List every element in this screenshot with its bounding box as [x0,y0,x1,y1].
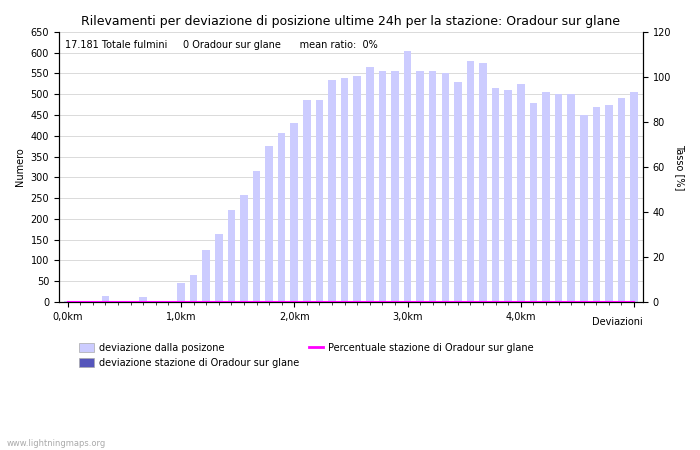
Bar [605,105,612,302]
Bar [354,76,361,302]
Bar [102,296,109,302]
Bar [215,234,223,302]
Bar [530,103,537,302]
Bar [202,250,210,302]
Bar [555,94,562,302]
Bar [568,94,575,302]
Bar [467,61,474,302]
Bar [278,133,286,302]
Bar [240,195,248,302]
Bar [454,82,462,302]
Bar [517,84,524,302]
Bar [617,99,625,302]
Y-axis label: Numero: Numero [15,148,25,186]
Bar [190,275,197,302]
Bar [316,100,323,302]
Bar [480,63,486,302]
Bar [630,92,638,302]
Text: www.lightningmaps.org: www.lightningmaps.org [7,439,106,448]
Bar [328,80,336,302]
Bar [379,72,386,302]
Bar [114,301,122,302]
Title: Rilevamenti per deviazione di posizione ultime 24h per la stazione: Oradour sur : Rilevamenti per deviazione di posizione … [81,15,620,28]
Bar [265,146,273,302]
Bar [290,123,298,302]
Bar [416,72,424,302]
Bar [177,283,185,302]
Legend: deviazione dalla posizone, deviazione stazione di Oradour sur glane, Percentuale: deviazione dalla posizone, deviazione st… [76,339,538,372]
Bar [341,78,349,302]
Text: 17.181 Totale fulmini     0 Oradour sur glane      mean ratio:  0%: 17.181 Totale fulmini 0 Oradour sur glan… [64,40,377,50]
Y-axis label: Tasso [%]: Tasso [%] [675,144,685,190]
Bar [164,301,172,302]
Bar [580,115,587,302]
Text: Deviazioni: Deviazioni [592,317,643,327]
Bar [442,73,449,302]
Bar [253,171,260,302]
Bar [592,107,600,302]
Bar [303,100,311,302]
Bar [542,92,550,302]
Bar [139,297,147,302]
Bar [404,51,412,302]
Bar [492,88,499,302]
Bar [391,72,399,302]
Bar [366,67,374,302]
Bar [64,301,71,302]
Bar [228,210,235,302]
Bar [429,72,437,302]
Bar [505,90,512,302]
